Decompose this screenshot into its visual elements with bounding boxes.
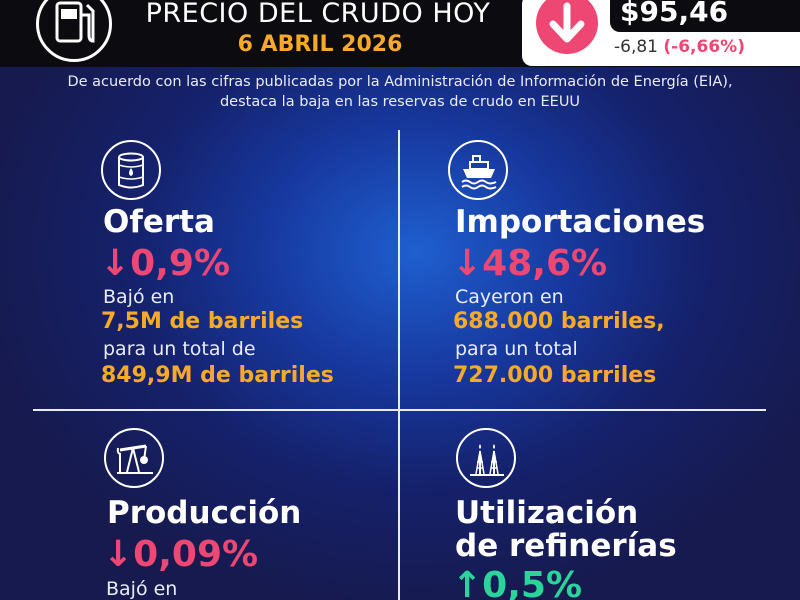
refinery-icon [456,428,516,488]
oferta-highlight1: 7,5M de barriles [101,309,304,334]
fuel-pump-icon [36,0,112,62]
importaciones-percent: ↓48,6% [452,243,608,284]
arrow-down-icon [536,0,598,54]
pumpjack-icon [104,428,164,488]
importaciones-line2: para un total [455,338,578,360]
produccion-percent: ↓0,09% [103,534,259,575]
oferta-line1: Bajó en [103,286,175,308]
refinerias-title-line1: Utilización [455,495,639,531]
report-date: 6 ABRIL 2026 [237,32,403,57]
price-panel: $95,46 -6,81 (-6,66%) [522,0,800,66]
importaciones-line1: Cayeron en [455,286,564,308]
refinerias-title-line2: de refinerías [455,528,677,564]
intro-text: De acuerdo con las cifras publicadas por… [67,74,733,110]
importaciones-highlight1: 688.000 barriles, [453,309,665,334]
change-percent: (-6,66%) [663,37,745,57]
oferta-percent: ↓0,9% [100,243,231,284]
price-change: -6,81 (-6,66%) [614,37,745,57]
change-value: -6,81 [614,37,658,57]
page-title: PRECIO DEL CRUDO HOY [145,0,491,29]
price-display: $95,46 [610,0,800,32]
crude-price: $95,46 [620,0,729,28]
vertical-divider [398,130,400,600]
oferta-title: Oferta [103,204,215,240]
importaciones-highlight2: 727.000 barriles [453,363,657,388]
oferta-highlight2: 849,9M de barriles [101,363,334,388]
ship-icon [448,140,508,200]
oil-barrel-icon [101,140,161,200]
importaciones-title: Importaciones [455,204,706,240]
oferta-line2: para un total de [103,338,256,360]
produccion-title: Producción [107,495,302,531]
horizontal-divider [33,409,766,411]
produccion-line1: Bajó en [106,578,178,600]
refinerias-percent: ↑0,5% [452,565,583,600]
